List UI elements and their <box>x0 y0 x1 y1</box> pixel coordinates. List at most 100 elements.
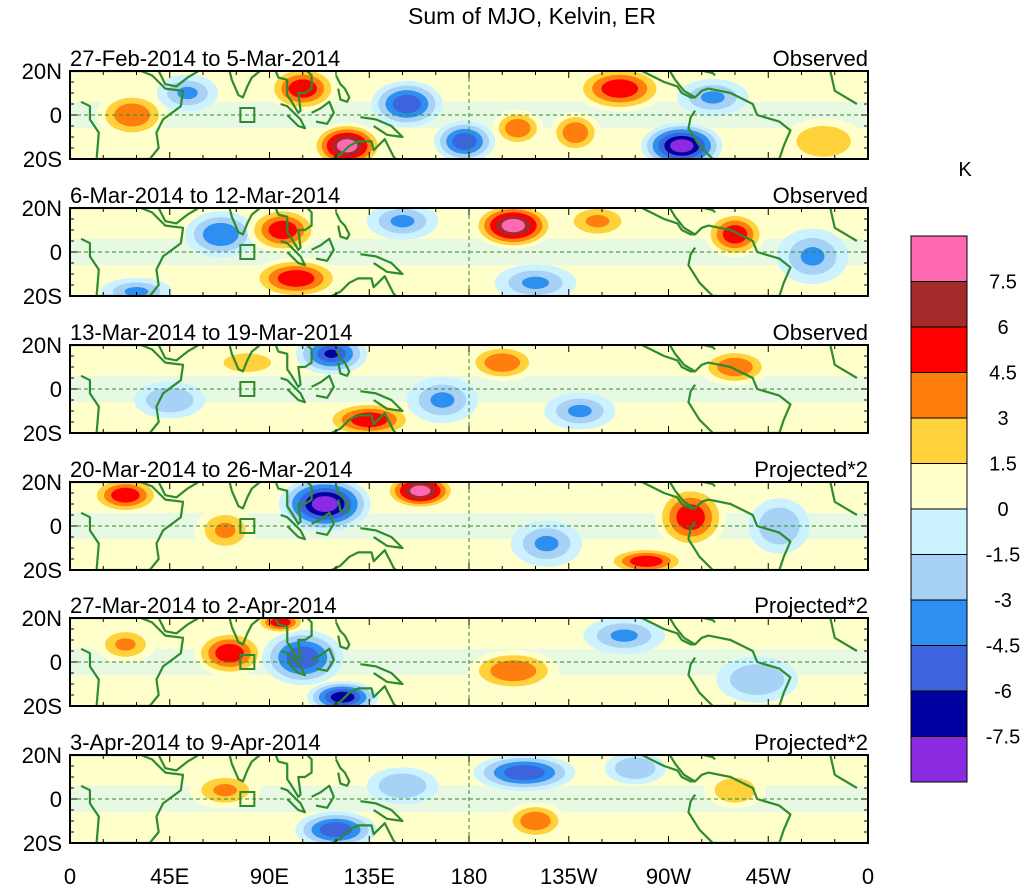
coastline <box>70 482 185 570</box>
colorbar-label: -7.5 <box>986 727 1020 749</box>
coastline <box>829 208 858 242</box>
coastline <box>280 786 307 814</box>
panel-date-range: 27-Mar-2014 to 2-Apr-2014 <box>70 593 337 618</box>
anomaly-contour <box>800 247 825 266</box>
colorbar-swatch <box>910 508 968 555</box>
coastline <box>699 345 716 351</box>
anomaly-contour <box>796 125 851 157</box>
colorbar-swatch <box>910 417 968 464</box>
colorbar-swatch <box>910 235 968 282</box>
coastline <box>311 647 335 672</box>
panel-tag: Projected*2 <box>754 457 868 482</box>
coastline <box>829 71 858 105</box>
coastline <box>280 513 307 541</box>
coastline <box>639 208 697 236</box>
coastline <box>70 755 185 843</box>
coastline <box>699 618 716 624</box>
colorbar-label: 3 <box>997 408 1008 430</box>
latitude-label: 0 <box>50 377 62 402</box>
anomaly-contour <box>215 643 244 663</box>
map-panels: 27-Feb-2014 to 5-Mar-2014 Observed 20N 0 20S… <box>22 46 869 856</box>
panel-date-range: 27-Feb-2014 to 5-Mar-2014 <box>70 46 340 71</box>
coastline <box>335 74 351 103</box>
map-panel: 13-Mar-2014 to 19-Mar-2014 Observed 20N 0 20… <box>22 320 869 446</box>
colorbar-label: -4.5 <box>986 636 1020 658</box>
coastline <box>156 71 200 88</box>
longitude-label: 0 <box>64 864 76 889</box>
colorbar-swatch <box>910 554 968 601</box>
panel-tag: Observed <box>773 320 868 345</box>
coastline <box>699 755 716 761</box>
anomaly-contour <box>601 79 639 98</box>
latitude-label: 0 <box>50 514 62 539</box>
anomaly-contour <box>114 103 150 127</box>
colorbar-swatch <box>910 645 968 692</box>
colorbar-label: -3 <box>994 590 1012 612</box>
anomaly-contour <box>722 225 748 244</box>
coastline <box>280 239 307 267</box>
colorbar-swatch <box>910 463 968 510</box>
coastline <box>360 116 404 139</box>
coastline <box>829 482 858 516</box>
anomaly-contour <box>319 822 353 838</box>
anomaly-contour <box>717 357 753 377</box>
coastline <box>639 345 697 373</box>
coastline <box>360 800 404 823</box>
map-panel: 20-Mar-2014 to 26-Mar-2014 Projected*2 20N… <box>22 457 869 583</box>
anomaly-contour <box>330 691 355 703</box>
anomaly-contour <box>392 94 422 114</box>
latitude-label: 20S <box>23 284 62 309</box>
latitude-label: 0 <box>50 787 62 812</box>
coastline <box>639 618 697 646</box>
latitude-label: 20N <box>22 196 62 221</box>
coastline <box>687 634 792 706</box>
anomaly-contour <box>521 276 550 289</box>
panel-date-range: 6-Mar-2014 to 12-Mar-2014 <box>70 183 340 208</box>
coastline <box>639 71 697 99</box>
anomaly-contour <box>676 504 705 531</box>
anomaly-contour <box>311 496 339 512</box>
anomaly-contour <box>630 555 663 567</box>
anomaly-contour <box>111 487 140 503</box>
coastline <box>329 822 398 843</box>
latitude-label: 20S <box>23 831 62 856</box>
coastline <box>360 527 404 550</box>
panel-tag: Projected*2 <box>754 593 868 618</box>
coastline <box>360 663 404 686</box>
figure-title: Sum of MJO, Kelvin, ER <box>408 3 656 29</box>
longitude-label: 90E <box>250 864 289 889</box>
latitude-label: 20N <box>22 333 62 358</box>
coastline <box>274 208 313 251</box>
latitude-label: 0 <box>50 650 62 675</box>
coastline <box>687 361 792 433</box>
colorbar-unit: K <box>958 159 972 181</box>
coastline <box>156 345 200 362</box>
coastline <box>329 685 398 706</box>
anomaly-contour <box>145 387 194 413</box>
anomaly-contour <box>501 219 525 233</box>
coastline <box>329 412 398 433</box>
latitude-label: 20S <box>23 558 62 583</box>
anomaly-contour <box>268 220 298 240</box>
colorbar-label: -1.5 <box>986 545 1020 567</box>
coastline <box>329 275 398 296</box>
anomaly-contour <box>520 811 551 831</box>
coastline <box>829 618 858 652</box>
anomaly-contour <box>115 638 136 651</box>
map-panel: 3-Apr-2014 to 9-Apr-2014 Projected*2 20N 0 2… <box>22 730 869 856</box>
coastline <box>274 755 313 798</box>
coastline <box>335 348 351 377</box>
latitude-label: 20N <box>22 606 62 631</box>
coastline <box>274 482 313 525</box>
panel-date-range: 20-Mar-2014 to 26-Mar-2014 <box>70 457 352 482</box>
coastline <box>360 390 404 413</box>
coastline <box>335 485 351 514</box>
latitude-label: 0 <box>50 103 62 128</box>
anomaly-contour <box>202 222 239 246</box>
coastline <box>280 102 307 130</box>
colorbar-swatch <box>910 736 968 783</box>
coastline <box>687 224 792 296</box>
coastline <box>329 549 398 570</box>
latitude-label: 20N <box>22 470 62 495</box>
